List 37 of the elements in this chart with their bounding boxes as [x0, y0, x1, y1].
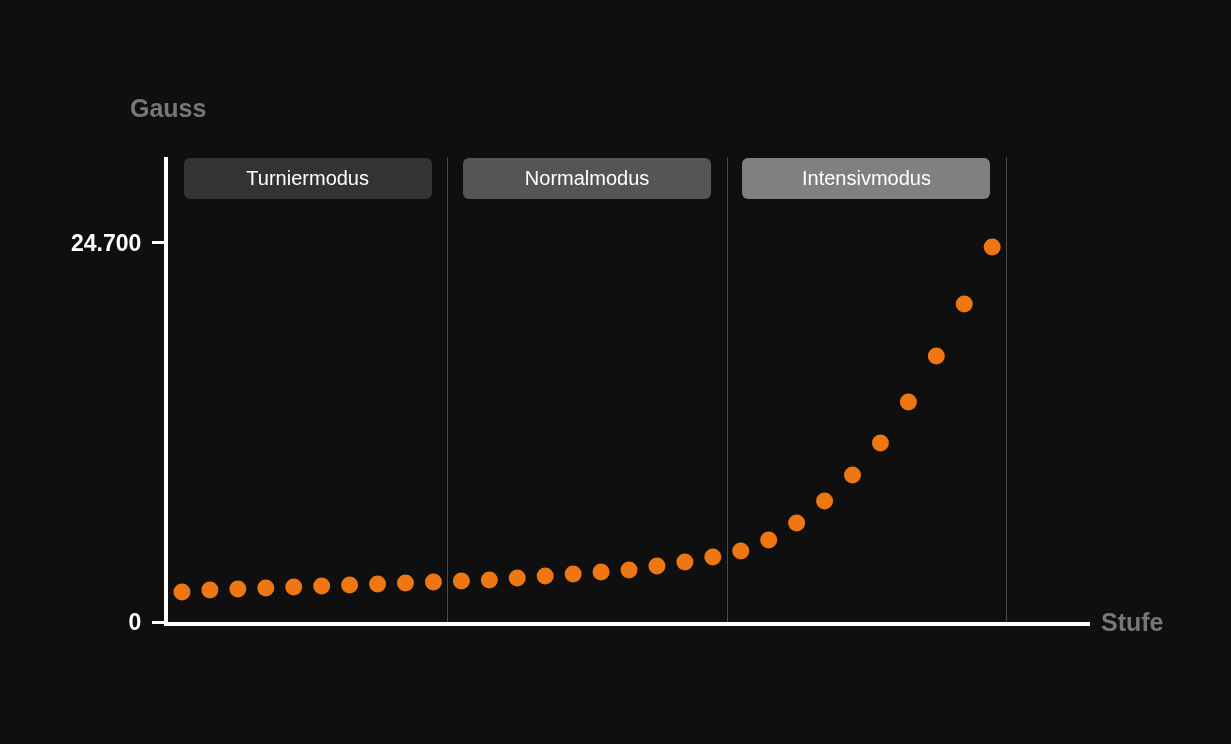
point	[564, 565, 582, 583]
point	[760, 531, 778, 549]
tab: Normalmodus	[463, 158, 712, 199]
point	[424, 573, 442, 591]
point	[927, 347, 945, 365]
point	[257, 579, 275, 597]
point	[480, 571, 498, 589]
x-axis-title: Stufe	[1101, 608, 1164, 636]
point	[648, 557, 666, 575]
point	[676, 553, 694, 571]
y-axis-title: Gauss	[130, 94, 207, 122]
point	[955, 295, 973, 313]
point	[369, 575, 387, 593]
point	[229, 580, 247, 598]
point	[620, 561, 638, 579]
point	[173, 583, 191, 601]
point	[704, 548, 722, 566]
point	[732, 542, 750, 560]
point	[816, 492, 834, 510]
y-tick-label: 0	[128, 609, 142, 636]
y-tick-label: 24.700	[71, 229, 142, 256]
point	[508, 569, 526, 587]
point	[285, 578, 303, 596]
point	[452, 572, 470, 590]
tab: Turniermodus	[183, 158, 432, 199]
point	[844, 466, 862, 484]
point	[536, 567, 554, 585]
point	[899, 393, 917, 411]
point	[592, 563, 610, 581]
point	[983, 238, 1001, 256]
point	[313, 577, 331, 595]
point	[201, 581, 219, 599]
point	[396, 574, 414, 592]
tab: Intensivmodus	[742, 158, 991, 199]
point	[341, 576, 359, 594]
point	[871, 434, 889, 452]
point	[788, 514, 806, 532]
